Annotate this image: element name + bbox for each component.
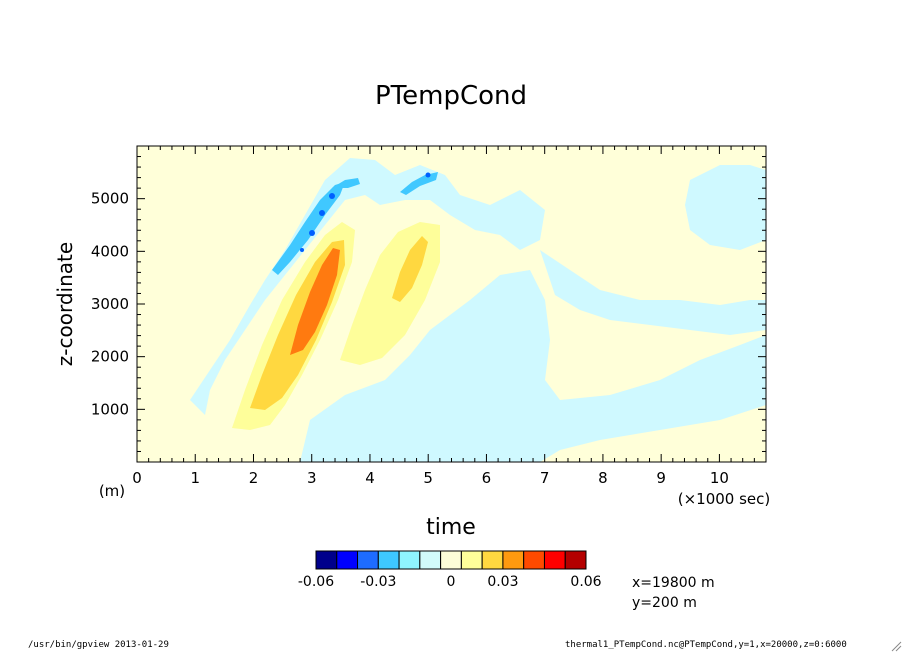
positive-plume-2	[340, 222, 440, 365]
colorbar-swatch	[440, 550, 462, 570]
streak-right	[400, 172, 438, 195]
x-axis-label: time	[426, 515, 476, 540]
chart-title: PTempCond	[375, 81, 527, 111]
negative-region-lower	[300, 270, 766, 462]
x-axis: 0 1 2 3 4 5 6 7 8 9 10	[132, 146, 767, 487]
y-tick-label: 5000	[91, 190, 129, 208]
colorbar-swatch	[419, 550, 442, 570]
resize-grip-icon[interactable]	[890, 640, 902, 652]
x-tick-label: 2	[249, 469, 259, 487]
annotation-x: x=19800 m	[632, 575, 715, 591]
y-tick-label: 2000	[91, 348, 129, 366]
colorbar-swatch	[315, 550, 338, 570]
x-tick-label: 4	[365, 469, 375, 487]
peak-neg-5	[300, 248, 304, 252]
colorbar-tick-label: 0.06	[570, 574, 601, 590]
negative-region-right-band	[540, 250, 766, 335]
colorbar-tick-label: -0.06	[298, 574, 334, 590]
colorbar-swatch	[543, 550, 566, 570]
y-tick-label: 3000	[91, 295, 129, 313]
x-tick-label: 0	[132, 469, 142, 487]
footer-left: /usr/bin/gpview 2013-01-29	[28, 640, 169, 650]
colorbar-swatch	[460, 550, 483, 570]
plume2-mid	[392, 236, 428, 302]
footer-right: thermal1_PTempCond.nc@PTempCond,y=1,x=20…	[565, 640, 847, 650]
colorbar-swatch	[564, 550, 587, 570]
colorbar-swatch	[502, 550, 525, 570]
peak-neg-3	[329, 193, 335, 199]
plume1-strong	[290, 248, 340, 355]
negative-streaks	[272, 172, 438, 275]
streak-top	[332, 178, 360, 188]
x-unit-label: (×1000 sec)	[678, 490, 771, 508]
x-tick-label: 10	[710, 469, 729, 487]
streak-left	[272, 182, 345, 275]
y-tick-label: 1000	[91, 400, 129, 418]
x-tick-label: 7	[540, 469, 550, 487]
colorbar-swatch	[523, 550, 545, 570]
y-axis: 1000 2000 3000 4000 5000	[91, 156, 766, 452]
x-tick-label: 5	[423, 469, 433, 487]
annotation-y: y=200 m	[632, 595, 697, 611]
colorbar-swatch	[481, 550, 504, 570]
peak-neg-1	[309, 230, 315, 236]
positive-plume-1	[232, 222, 355, 430]
y-unit-label: (m)	[99, 482, 125, 500]
negative-region-upper-right	[685, 165, 766, 250]
x-tick-label: 6	[482, 469, 492, 487]
colorbar-swatch	[336, 550, 359, 570]
plot-area	[137, 146, 766, 462]
x-tick-label: 8	[598, 469, 608, 487]
peak-neg-2	[319, 210, 325, 216]
light-negative-region	[190, 158, 766, 462]
x-tick-label: 9	[656, 469, 666, 487]
colorbar-labels: -0.06 -0.03 0 0.03 0.06	[298, 574, 602, 590]
colorbar-swatch	[357, 550, 379, 570]
y-axis-label: z-coordinate	[53, 242, 77, 366]
colorbar-tick-label: -0.03	[360, 574, 396, 590]
x-tick-label: 1	[190, 469, 200, 487]
colorbar-swatch	[398, 550, 421, 570]
y-tick-label: 4000	[91, 242, 129, 260]
colorbar	[315, 550, 587, 570]
colorbar-tick-label: 0.03	[487, 574, 518, 590]
x-tick-label: 3	[307, 469, 317, 487]
colorbar-tick-label: 0	[447, 574, 456, 590]
peak-neg-4	[425, 172, 431, 178]
colorbar-swatch	[377, 550, 400, 570]
